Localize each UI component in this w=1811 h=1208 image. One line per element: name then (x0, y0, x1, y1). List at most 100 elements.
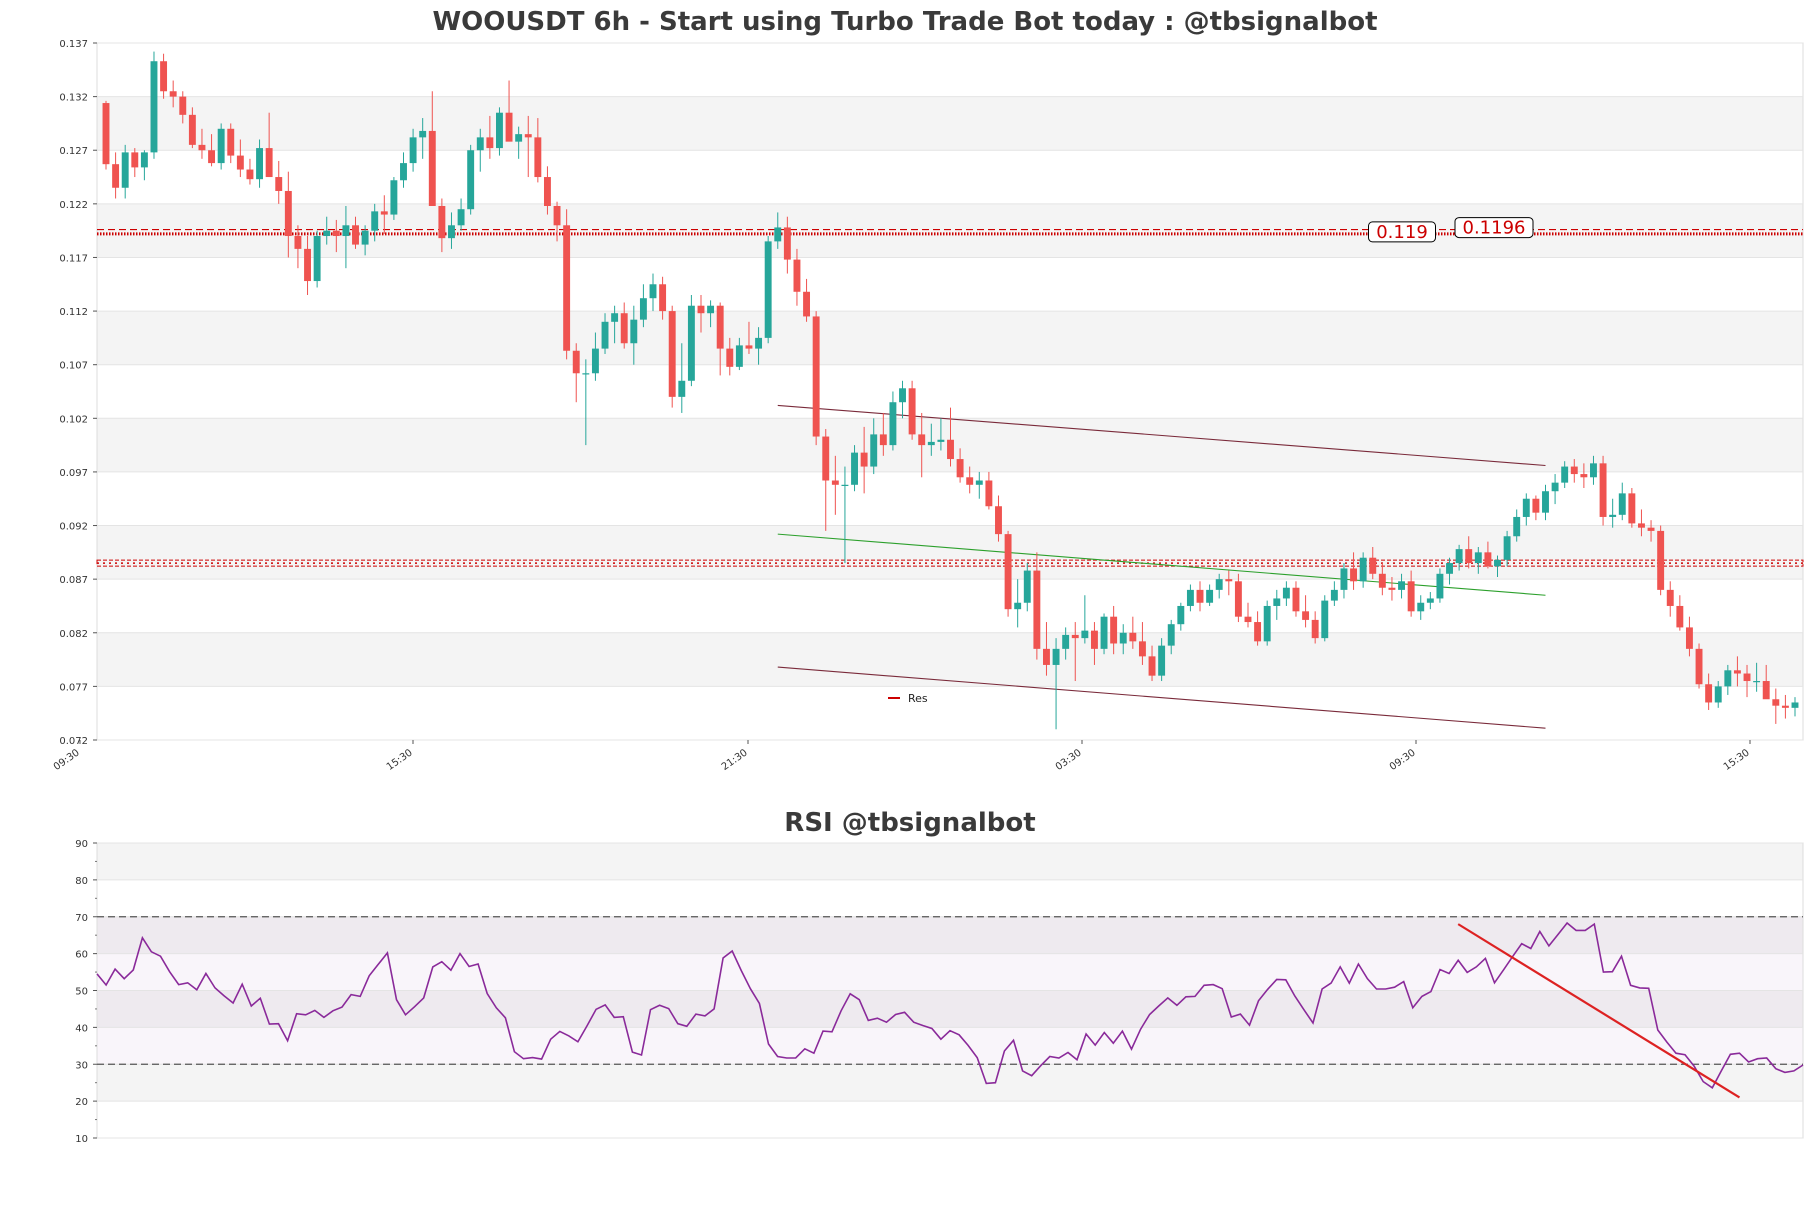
candle-body (1446, 563, 1453, 574)
price-band (97, 632, 1803, 687)
candle-body (246, 169, 254, 180)
price-y-tick-label: 0.097 (59, 468, 88, 479)
candle-body (390, 180, 398, 215)
candle-body (1590, 463, 1597, 478)
price-y-tick-label: 0.132 (59, 93, 88, 104)
rsi-band (97, 843, 1803, 880)
candle-body (1388, 587, 1396, 590)
candle-body (1733, 670, 1741, 674)
level-labels: 0.119 0.1196 (1368, 217, 1534, 243)
candle-body (284, 190, 292, 237)
price-x-tick-label: 21:30 (720, 747, 750, 773)
candle-body (1724, 670, 1732, 687)
candle-body (179, 96, 187, 115)
candle-body (1062, 634, 1070, 649)
rsi-y-tick-label: 70 (75, 913, 88, 924)
candle-body (371, 211, 379, 231)
candle-body (985, 480, 993, 507)
candle-body (1234, 581, 1242, 617)
price-y-tick-label: 0.102 (59, 414, 88, 425)
candle-body (735, 345, 743, 367)
candle-body (1043, 648, 1050, 665)
candle-body (1302, 611, 1310, 620)
candle-body (697, 305, 705, 314)
candle-body (102, 103, 110, 165)
candle-body (1273, 598, 1281, 606)
price-y-tick-label: 0.137 (59, 39, 88, 50)
price-band (97, 525, 1803, 580)
level-label-box (1454, 217, 1534, 239)
candle-body (1158, 645, 1166, 676)
candle-body (908, 388, 916, 435)
candle-body (438, 205, 446, 239)
candle-body (783, 227, 791, 260)
resistance-levels (96, 228, 1804, 567)
candle-body (1004, 534, 1012, 610)
price-y-tick-label: 0.087 (59, 575, 88, 586)
rsi-trendline-line (1457, 923, 1741, 1099)
candle-body (563, 225, 571, 351)
candle-body (822, 436, 830, 481)
rsi-background-bands (97, 843, 1803, 1102)
candle-body (803, 291, 811, 317)
candle-body (275, 177, 283, 191)
candle-body (1542, 491, 1549, 513)
candle-body (1090, 630, 1098, 649)
candle-body (1762, 681, 1770, 700)
candle-body (572, 350, 580, 374)
candle-body (1186, 589, 1194, 606)
candle-body (1637, 523, 1645, 528)
candle-body (1196, 589, 1204, 603)
candle-body (1599, 463, 1607, 517)
candle-body (112, 164, 120, 188)
candle-body (457, 209, 465, 226)
candle-body (1407, 581, 1415, 612)
rsi-y-tick-label: 80 (75, 876, 88, 887)
candle-body (1177, 605, 1185, 625)
candle-body (1206, 589, 1214, 603)
price-y-tick-label: 0.122 (59, 200, 88, 211)
candle-body (1167, 624, 1175, 646)
candle-body (1551, 482, 1559, 492)
trend-channel (777, 404, 1546, 729)
rsi-band (97, 1064, 1803, 1102)
candle-body (1398, 581, 1405, 590)
candle-body (774, 227, 782, 242)
candle-body (1772, 699, 1780, 706)
trendline-channel-upper (777, 404, 1546, 467)
candle-body (716, 305, 724, 349)
candle-body (1215, 579, 1223, 590)
candle-body (1705, 684, 1713, 703)
candle-body (1081, 630, 1089, 639)
candle-body (879, 434, 887, 446)
candle-body (726, 348, 734, 367)
rsi-y-tick-label: 30 (75, 1060, 88, 1071)
price-x-axis: 09:30 15:30 21:30 03:30 09:30 15:30 (52, 740, 1752, 773)
candle-body (1426, 598, 1434, 603)
candle-body (121, 152, 129, 188)
price-chart-title: WOOUSDT 6h - Start using Turbo Trade Bot… (432, 7, 1377, 37)
rsi-y-tick-label: 20 (75, 1097, 88, 1108)
candle-body (534, 137, 542, 178)
price-x-tick-label: 09:30 (52, 747, 82, 773)
candle-body (1138, 641, 1146, 657)
candle-body (1532, 498, 1540, 513)
candle-body (361, 230, 369, 245)
candle-body (352, 225, 359, 245)
candle-body (1340, 568, 1348, 590)
candle-body (947, 439, 954, 460)
candle-body (1494, 559, 1501, 567)
candle-body (620, 313, 628, 344)
candle-body (1119, 632, 1127, 644)
candle-body (1254, 622, 1262, 642)
candle-body (927, 441, 935, 446)
candle-body (1129, 632, 1137, 642)
candle-body (1628, 493, 1636, 524)
candle-body (1033, 570, 1041, 649)
rsi-line (96, 921, 1804, 1089)
candle-body (1311, 619, 1319, 639)
candle-body (745, 345, 753, 349)
candle-body (831, 480, 839, 485)
candle-body (1359, 557, 1367, 582)
candle-body (975, 480, 983, 485)
